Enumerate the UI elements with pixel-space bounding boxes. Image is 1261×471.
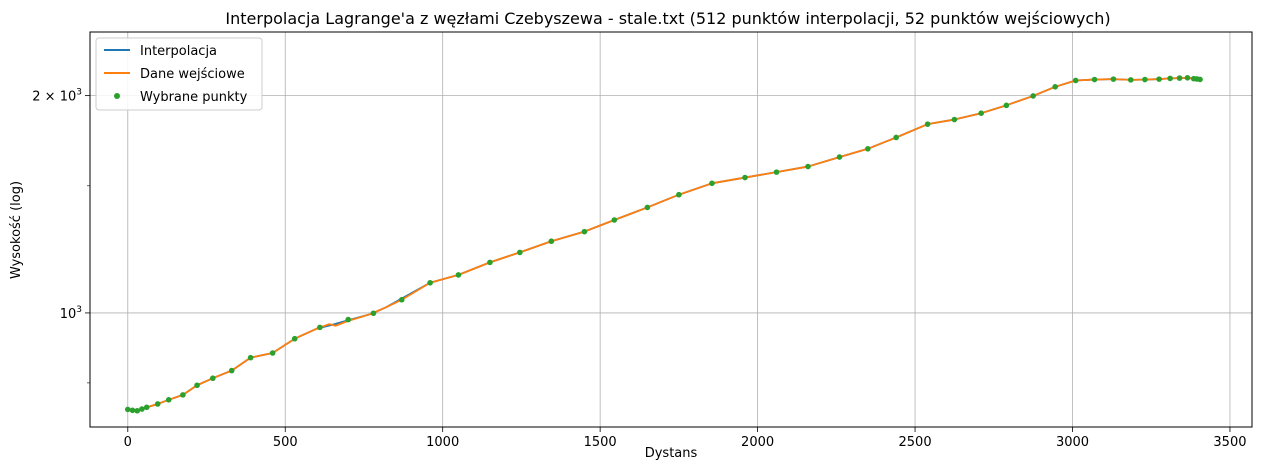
data-point [165,396,172,403]
axis-ticks: 0 500 1000 1500 2000 2500 3000 3500 103 2 × 103 [32,88,1246,450]
x-tick-label: 2500 [899,435,932,450]
data-point [517,249,523,256]
data-point [370,310,377,317]
data-point [269,350,276,356]
data-point [1142,76,1148,83]
data-point [709,180,715,187]
legend-label-dane: Dane wejściowe [140,67,245,82]
data-point [1197,76,1203,83]
data-point [924,121,931,127]
x-tick-label: 2000 [741,435,774,450]
data-point [1030,93,1036,99]
x-axis-label: Dystans [645,446,698,461]
data-point [1156,76,1162,82]
data-point [951,116,958,123]
data-point [1184,74,1191,81]
x-tick-label: 1500 [584,435,617,450]
legend-box [95,37,263,111]
data-point [124,406,131,413]
data-point [247,354,254,361]
data-point [210,375,216,382]
y-axis-label: Wysokość (log) [9,181,24,279]
data-point [345,316,352,323]
data-point [865,145,871,152]
data-point [487,259,493,266]
data-point [893,134,899,141]
data-point [427,279,433,286]
x-tick-label: 3500 [1213,435,1246,450]
plot-frame [89,31,1253,428]
data-point [180,392,186,398]
data-point [1072,77,1079,84]
x-tick-label: 500 [273,435,298,450]
x-tick-label: 3000 [1056,435,1089,450]
data-point [581,228,588,235]
data-point [129,407,136,414]
data-point [139,406,145,412]
data-point [1003,102,1010,109]
x-tick-label: 1000 [426,435,459,450]
data-point [317,324,323,331]
legend-swatch-punkty [114,93,120,99]
data-point [228,367,235,374]
legend: Interpolacja Dane wejściowe Wybrane punk… [95,37,263,111]
legend-label-interpolacja: Interpolacja [140,44,217,59]
data-point [773,169,780,175]
data-point [978,110,984,116]
data-point [644,204,651,211]
data-point [194,382,200,389]
data-point [676,191,682,198]
data-point [611,217,618,223]
data-point [455,272,462,278]
data-point [1110,76,1117,82]
data-point [1176,75,1183,81]
data-point [1052,84,1058,90]
plot-series [124,74,1203,414]
data-point [548,238,555,245]
x-tick-label: 0 [124,435,132,450]
y-tick-label: 103 [60,305,82,322]
data-point [742,174,748,181]
data-point [1091,76,1098,83]
y-tick-label: 2 × 103 [32,88,82,105]
data-point [1127,77,1134,83]
input-data-line [127,76,1199,412]
data-point [143,404,150,411]
legend-label-punkty: Wybrane punkty [140,90,248,105]
data-point [154,401,161,407]
data-point [398,296,405,303]
data-point [291,335,298,342]
data-point [836,154,843,160]
data-point [805,163,811,170]
grid [90,32,1252,427]
chart-title: Interpolacja Lagrange'a z węzłami Czebys… [225,9,1110,28]
data-point [1167,75,1173,82]
data-point [134,407,141,414]
